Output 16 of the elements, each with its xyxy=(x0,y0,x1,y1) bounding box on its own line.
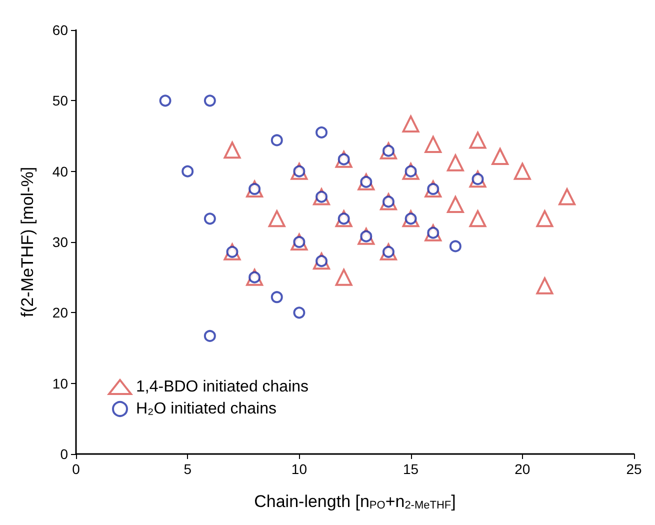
x-tick-label: 25 xyxy=(626,461,642,477)
x-tick-label: 0 xyxy=(72,461,80,477)
legend-label: 1,4-BDO initiated chains xyxy=(136,378,309,396)
x-tick-label: 10 xyxy=(291,461,308,477)
x-tick-label: 15 xyxy=(403,461,419,477)
x-tick-label: 20 xyxy=(514,461,530,477)
legend-label: H₂O initiated chains xyxy=(136,400,276,418)
y-tick-label: 30 xyxy=(52,234,68,250)
x-tick-label: 5 xyxy=(184,461,192,477)
y-tick-label: 10 xyxy=(52,375,68,392)
y-axis-title: f(2-MeTHF) [mol-%] xyxy=(18,166,37,318)
y-tick-label: 20 xyxy=(52,304,68,321)
y-tick-label: 0 xyxy=(60,446,68,462)
y-tick-label: 60 xyxy=(52,22,68,38)
y-tick-label: 40 xyxy=(52,163,68,180)
y-tick-label: 50 xyxy=(52,92,68,109)
